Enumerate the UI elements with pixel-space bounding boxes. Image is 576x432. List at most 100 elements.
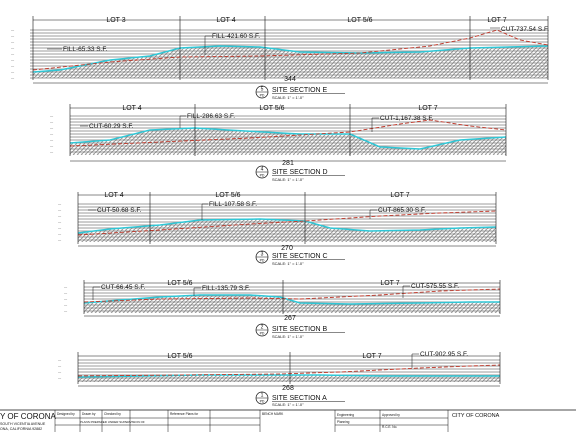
cut-area-callout: CUT-902.95 S.F. xyxy=(420,351,468,358)
svg-text:---: --- xyxy=(58,358,61,362)
soil-hatch xyxy=(33,46,548,78)
svg-text:---: --- xyxy=(11,28,14,32)
svg-text:---: --- xyxy=(58,220,61,224)
section-sheet: PD xyxy=(260,400,265,404)
cut-area-callout: CUT-50.68 S.F. xyxy=(97,207,142,214)
overall-length-label: 344 xyxy=(284,76,296,83)
site-section-b: --- --- --- --- --- LOT 5/6 LOT 7 CUT-66.45… xyxy=(64,280,501,339)
section-number: 2 xyxy=(261,325,264,331)
rce-label: R.C.E. No. xyxy=(382,425,397,429)
svg-text:---: --- xyxy=(11,70,14,74)
fill-area-callout: FILL-107.58 S.F. xyxy=(209,201,257,208)
svg-text:---: --- xyxy=(64,285,67,289)
agency-name: Y OF CORONA xyxy=(0,412,57,421)
proposed-grade-line xyxy=(77,210,497,236)
proposed-grade-line xyxy=(77,364,501,377)
svg-text:---: --- xyxy=(58,202,61,206)
svg-text:---: --- xyxy=(50,120,53,124)
cut-area-callout: CUT-66.45 S.F. xyxy=(101,284,146,291)
site-section-a: --- --- --- --- LOT 5/6 LOT 7 CUT-902.95 S… xyxy=(58,351,501,407)
lot-dividers xyxy=(69,104,507,156)
section-number: 4 xyxy=(261,167,264,173)
soil-hatch xyxy=(78,219,496,242)
lot-label: LOT 7 xyxy=(418,105,437,112)
svg-text:---: --- xyxy=(58,214,61,218)
bench-mark-label: BENCH MARK xyxy=(262,412,284,416)
section-number: 3 xyxy=(261,252,264,258)
svg-text:---: --- xyxy=(11,40,14,44)
soil-hatch xyxy=(70,128,506,155)
svg-text:---: --- xyxy=(11,34,14,38)
checked-by-label: Checked by xyxy=(104,412,121,416)
agency-address-line1: SOUTH VICENTIA AVENUE xyxy=(0,422,46,426)
proposed-grade-line xyxy=(83,288,501,303)
svg-text:---: --- xyxy=(11,52,14,56)
section-scale: SCALE: 1" = 1'-0" xyxy=(272,261,304,266)
lot-label: LOT 7 xyxy=(390,192,409,199)
lot-label: LOT 7 xyxy=(380,280,399,287)
section-sheet: PD xyxy=(260,174,265,178)
svg-text:---: --- xyxy=(58,238,61,242)
elevation-labels: --- --- --- --- xyxy=(58,358,61,380)
fill-area-callout: FILL-135.79 S.F. xyxy=(202,285,250,292)
svg-text:---: --- xyxy=(11,58,14,62)
soil-hatch xyxy=(78,375,500,382)
section-sheet: PD xyxy=(260,259,265,263)
lot-label: LOT 5/6 xyxy=(167,353,192,360)
svg-text:---: --- xyxy=(64,309,67,313)
svg-text:---: --- xyxy=(58,364,61,368)
section-scale: SCALE: 1" = 1'-0" xyxy=(272,402,304,407)
section-scale: SCALE: 1" = 1'-0" xyxy=(272,95,304,100)
overall-length-label: 281 xyxy=(282,160,294,167)
section-title: SITE SECTION D xyxy=(272,169,328,176)
designed-by-label: Designed by xyxy=(57,412,75,416)
svg-text:---: --- xyxy=(50,114,53,118)
elevation-labels: --- --- --- --- --- --- --- xyxy=(50,114,53,154)
svg-text:---: --- xyxy=(64,291,67,295)
elevation-labels: --- --- --- --- --- xyxy=(64,285,67,313)
svg-text:---: --- xyxy=(50,126,53,130)
lot-label: LOT 4 xyxy=(216,17,235,24)
overall-length-label: 267 xyxy=(284,315,296,322)
site-section-e: --- --- --- --- --- --- --- --- --- LOT 3 LOT … xyxy=(11,16,549,100)
approved-by-label: Approved by xyxy=(382,413,400,417)
svg-text:---: --- xyxy=(58,232,61,236)
svg-text:---: --- xyxy=(50,144,53,148)
section-title: SITE SECTION A xyxy=(272,395,327,402)
section-title: SITE SECTION C xyxy=(272,253,328,260)
section-scale: SCALE: 1" = 1'-0" xyxy=(272,177,304,182)
lot-dividers xyxy=(77,192,497,244)
lot-dividers xyxy=(77,352,501,384)
overall-length-label: 270 xyxy=(281,245,293,252)
lot-label: LOT 4 xyxy=(122,105,141,112)
svg-text:---: --- xyxy=(11,76,14,80)
svg-text:---: --- xyxy=(11,64,14,68)
proposed-grade-line xyxy=(69,119,507,147)
existing-ground-line xyxy=(83,294,500,305)
lot-label: LOT 5/6 xyxy=(347,17,372,24)
lot-label: LOT 5/6 xyxy=(215,192,240,199)
planning-label: Planning xyxy=(337,420,350,424)
svg-text:---: --- xyxy=(58,208,61,212)
cut-area-callout: CUT-60.29 S.F. xyxy=(89,123,134,130)
svg-text:---: --- xyxy=(64,303,67,307)
section-title: SITE SECTION B xyxy=(272,326,328,333)
section-number: 1 xyxy=(261,393,264,399)
fill-area-callout: FILL-286.63 S.F. xyxy=(187,113,235,120)
lot-label: LOT 4 xyxy=(104,192,123,199)
elevation-labels: --- --- --- --- --- --- --- --- --- xyxy=(11,28,14,80)
overall-length-label: 268 xyxy=(282,385,294,392)
drawn-by-label: Drawn by xyxy=(82,412,96,416)
svg-text:---: --- xyxy=(50,138,53,142)
city-name: CITY OF CORONA xyxy=(452,413,500,419)
lot-dividers xyxy=(32,16,549,80)
svg-text:---: --- xyxy=(58,370,61,374)
fill-area-callout: FILL-65.33 S.F. xyxy=(63,46,108,53)
cut-area-callout: CUT-575.55 S.F. xyxy=(411,283,459,290)
engineering-label: Engineering xyxy=(337,413,354,417)
lot-label: LOT 7 xyxy=(362,353,381,360)
lot-label: LOT 5/6 xyxy=(259,105,284,112)
site-section-d: --- --- --- --- --- --- --- LOT 4 LOT 5/6 LO… xyxy=(50,104,507,182)
existing-ground-line xyxy=(32,45,549,73)
